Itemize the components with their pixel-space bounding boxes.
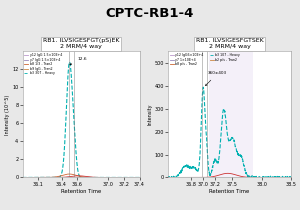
X-axis label: Retention Time: Retention Time bbox=[61, 189, 101, 194]
X-axis label: Retention Time: Retention Time bbox=[209, 189, 250, 194]
Text: CPTC-RB1-4: CPTC-RB1-4 bbox=[106, 7, 194, 20]
Legend: y12 IgG6×10E+4, y7 1×10E+4, b8 p/s - Tran2, b3 107 - Heavy, b2 p/s - Tran2: y12 IgG6×10E+4, y7 1×10E+4, b8 p/s - Tra… bbox=[169, 53, 240, 67]
Y-axis label: Intensity (10^5): Intensity (10^5) bbox=[5, 94, 10, 135]
Text: 12.6: 12.6 bbox=[70, 58, 87, 65]
Text: 360±403: 360±403 bbox=[206, 71, 227, 86]
Bar bbox=[209, 51, 253, 177]
Title: RB1. ILVSIGESFGTSEK
2 MRM/4 way: RB1. ILVSIGESFGTSEK 2 MRM/4 way bbox=[196, 38, 263, 49]
Title: RB1. ILVSIGESFGT(pS)EK
2 MRM/4 way: RB1. ILVSIGESFGT(pS)EK 2 MRM/4 way bbox=[43, 38, 119, 49]
Y-axis label: Intensity: Intensity bbox=[147, 104, 152, 125]
Legend: y12 IgG 1.5×10E+4, y7 IgG 1.5×10E+4, b8 1/3 - Tran2, b9 IgG - Tran2, b3 307 - He: y12 IgG 1.5×10E+4, y7 IgG 1.5×10E+4, b8 … bbox=[24, 53, 62, 76]
